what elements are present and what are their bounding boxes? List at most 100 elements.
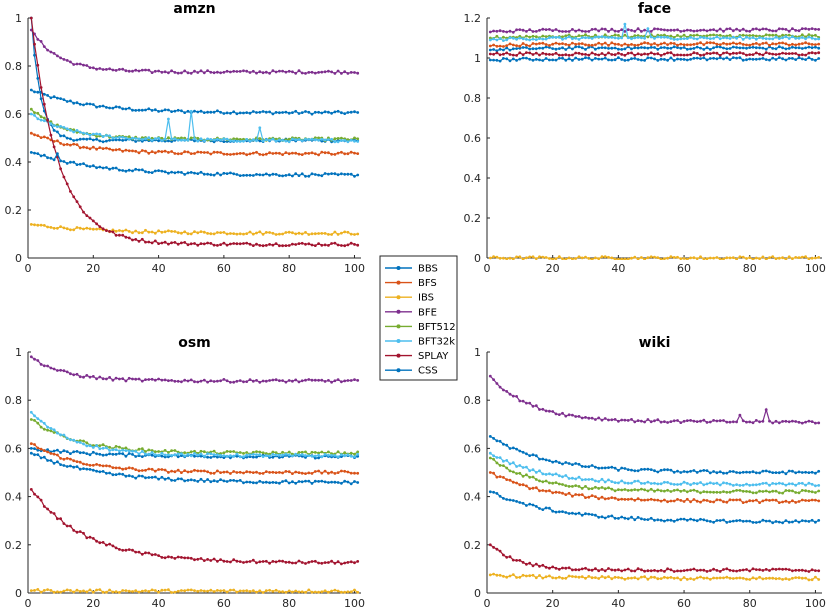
series-BBS-point (607, 466, 610, 469)
series-BBS-point (689, 47, 692, 51)
series-BFT32k-point (646, 27, 650, 30)
series-BFE-point (173, 379, 177, 383)
series-IBS-point (669, 576, 673, 579)
series-SPLAY-point (153, 239, 157, 243)
series-BFS-point (797, 42, 801, 46)
series-BFT512-point (245, 451, 249, 454)
series-CSS-point (551, 509, 555, 513)
series-BFS-point (544, 43, 548, 46)
series-BFT32k-point (511, 461, 515, 465)
series-IBS-point (676, 255, 679, 259)
series-BBS-point (633, 469, 637, 473)
series-CSS-point (229, 171, 232, 175)
series-SPLAY-point (278, 244, 281, 248)
series-IBS-point (163, 588, 167, 592)
series-BFT32k-point (251, 453, 255, 456)
series-SPLAY-point (75, 530, 79, 534)
series-CSS-point (294, 481, 298, 485)
series-BFE-point (261, 379, 265, 383)
series-BBS (29, 16, 360, 144)
series-BFT512-point (768, 33, 771, 37)
series-BFE-point (771, 29, 775, 33)
series-CSS-point (528, 502, 532, 506)
series-CSS-point (327, 172, 330, 176)
series-BFS-point (153, 151, 157, 155)
series-BFS-point (340, 469, 343, 473)
series-SPLAY-point (108, 230, 111, 233)
series-BBS-upper-point (297, 112, 301, 115)
series-CSS-point (784, 519, 788, 522)
series-BBS-point (176, 455, 180, 459)
series-BFE-point (291, 70, 294, 74)
series-CSS-point (59, 159, 62, 163)
y-tick-label: 1 (15, 12, 22, 25)
series-BBS-point (640, 46, 643, 49)
series-BFE-point (511, 394, 515, 398)
series-BFE-point (212, 71, 216, 75)
series-BBS-point (659, 468, 663, 472)
series-SPLAY-point (640, 568, 643, 572)
series-BFE-point (584, 416, 587, 419)
series-SPLAY-point (242, 242, 245, 245)
series-BFT32k-point (679, 37, 683, 41)
series-IBS-point (636, 577, 640, 581)
series-CSS-point (715, 57, 719, 61)
series-BFT512-point (810, 34, 814, 38)
series-CSS-point (564, 511, 568, 514)
series-BBS-upper-point (261, 110, 265, 113)
series-BBS-point (62, 134, 66, 138)
series-IBS-point (144, 589, 147, 592)
series-BFT32k-point (118, 135, 121, 139)
series-SPLAY-point (313, 244, 317, 248)
series-BFT32k-point (78, 441, 82, 444)
series-SPLAY-point (754, 568, 758, 571)
series-IBS-point (708, 577, 712, 581)
series-SPLAY-point (238, 560, 242, 563)
series-BFT512-point (577, 34, 581, 37)
series-BFT32k-point (738, 35, 742, 38)
series-BFS-point (255, 470, 258, 474)
series-BFS-point (39, 447, 43, 451)
series-IBS-point (251, 232, 255, 236)
series-IBS-point (127, 589, 131, 593)
series-SPLAY-point (554, 51, 558, 55)
series-SPLAY-point (261, 244, 265, 248)
series-SPLAY-point (735, 52, 738, 55)
series-BFE-point (180, 380, 183, 384)
series-BFS-point (784, 42, 788, 46)
series-SPLAY-point (180, 556, 183, 559)
series-BBS-point (672, 45, 676, 49)
series-BFS-point (695, 499, 699, 503)
series-BFE-point (310, 70, 314, 74)
series-SPLAY-point (708, 569, 712, 572)
series-CSS-point (666, 58, 669, 62)
series-BFT32k-point (101, 135, 105, 139)
series-BFE-point (238, 70, 242, 73)
series-BFT32k-point (49, 122, 53, 126)
series-BBS-point (111, 452, 115, 456)
series-BFT512-point (118, 445, 121, 449)
series-CSS-point (580, 513, 584, 517)
series-BFE-point (610, 418, 614, 422)
series-BBS-point (682, 46, 686, 49)
series-BFS-point (508, 478, 512, 482)
series-SPLAY-point (291, 561, 294, 565)
series-BFT32k-point (222, 137, 226, 141)
series-BFS-point (633, 498, 637, 502)
series-BFT32k-point (613, 36, 617, 40)
series-CSS-point (561, 510, 564, 513)
series-IBS-point (814, 256, 817, 260)
series-BFT32k-point (343, 454, 347, 458)
series-BFE-point (127, 69, 131, 73)
series-BBS-point (702, 48, 706, 51)
series-IBS-point (274, 588, 278, 592)
series-SPLAY-point (317, 242, 320, 246)
series-BFT512-point (98, 444, 102, 447)
series-BBS-point (610, 465, 614, 469)
series-BBS-point (692, 47, 696, 50)
series-BFT512-point (557, 482, 561, 486)
series-BFE-point (111, 378, 115, 382)
series-IBS-point (600, 255, 604, 259)
series-CSS-point (147, 476, 151, 479)
series-IBS-point (791, 257, 794, 260)
